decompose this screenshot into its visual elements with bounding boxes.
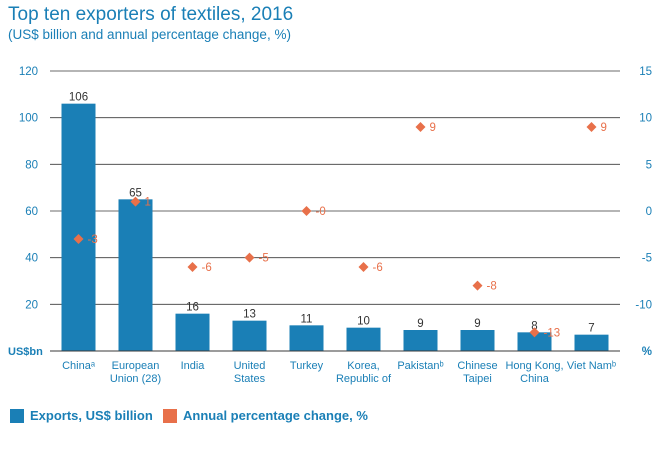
bar [403,330,438,351]
change-marker [244,252,255,263]
bar [118,199,153,351]
legend-item-change: Annual percentage change, % [163,408,368,423]
legend-item-exports: Exports, US$ billion [10,408,153,423]
bar-value-label: 9 [417,318,423,330]
bar-value-label: 13 [243,309,256,321]
bar [460,330,495,351]
category-label: Taipei [463,373,492,385]
change-value-label: -3 [88,234,98,246]
category-label: United [234,360,266,372]
category-label: Turkey [290,360,324,372]
change-value-label: 9 [601,122,607,134]
legend-label-change: Annual percentage change, % [183,408,368,423]
category-label: Viet Namᵇ [567,360,616,372]
bar [232,320,267,351]
y-tick-label: 40 [25,253,38,265]
change-marker [415,122,426,132]
change-value-label: 1 [145,197,151,209]
y2-tick-label: 5 [646,159,652,171]
category-label: India [181,360,206,372]
legend-swatch-bar [10,408,24,423]
change-value-label: -8 [487,281,497,293]
change-marker [358,262,369,272]
y-tick-label: 20 [25,299,38,311]
y-unit-label: US$bn [8,346,43,358]
change-marker [529,327,540,338]
y-tick-label: 60 [25,206,38,218]
bar [175,313,210,351]
change-value-label: 9 [430,122,436,134]
category-label: Union (28) [110,373,161,385]
bar-value-label: 65 [129,187,142,199]
y2-tick-label: 10 [639,113,652,125]
category-label: Pakistanᵇ [397,360,443,372]
bar [574,334,609,351]
category-label: Korea, [347,360,379,372]
y2-tick-label: 0 [646,206,652,218]
change-marker [130,196,141,207]
change-marker [187,262,198,272]
y-tick-label: 120 [19,66,38,78]
legend-swatch-marker [163,408,177,423]
change-marker [586,122,597,132]
bar-value-label: 8 [531,320,537,332]
bar-value-label: 11 [301,313,313,325]
change-marker [472,280,483,291]
category-label: Hong Kong, [505,360,563,372]
change-value-label: -5 [259,253,269,265]
change-value-label: -6 [373,262,383,274]
bar [346,327,381,351]
legend-label-exports: Exports, US$ billion [30,408,153,423]
bar [517,332,552,351]
change-marker [301,206,312,216]
bar-value-label: 106 [69,92,88,104]
y2-tick-label: 15 [639,66,652,78]
bar-value-label: 7 [588,323,594,335]
y2-tick-label: -10 [635,299,652,311]
change-value-label: -0 [316,206,326,218]
bar [289,325,324,351]
y-tick-label: 100 [19,113,38,125]
category-label: Republic of [336,373,392,385]
change-marker [73,234,84,244]
y2-unit-label: % [642,346,652,358]
bar-value-label: 10 [357,316,370,328]
y2-tick-label: -5 [642,253,652,265]
y-tick-label: 80 [25,159,38,171]
category-label: Chinese [457,360,497,372]
bar-value-label: 9 [474,318,480,330]
category-label: States [234,373,266,385]
category-label: China [520,373,550,385]
chart-subtitle: (US$ billion and annual percentage chang… [8,27,291,42]
category-label: European [112,360,160,372]
chart-title: Top ten exporters of textiles, 2016 [8,4,294,25]
change-value-label: -6 [202,262,212,274]
category-label: Chinaᵃ [62,360,96,372]
bar-value-label: 16 [186,302,199,314]
bar [61,103,96,352]
change-value-label: -13 [544,327,561,339]
